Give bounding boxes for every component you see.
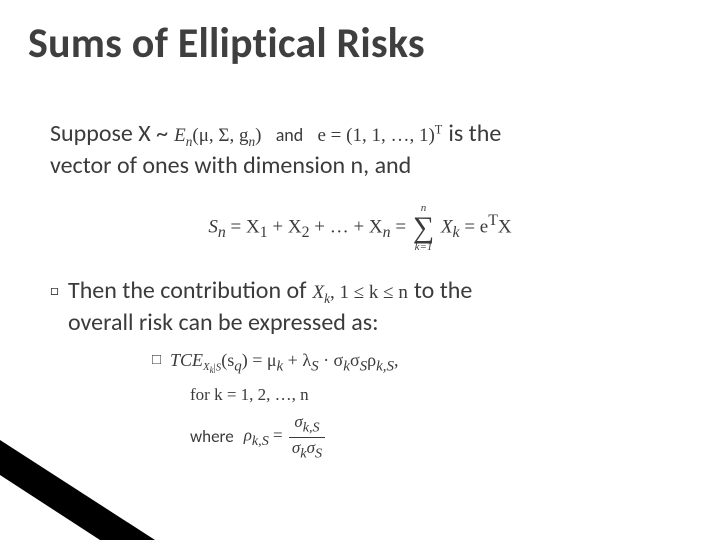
text-line2b: overall risk can be expressed as: — [68, 307, 670, 339]
expr-xk-range: Xk, 1 ≤ k ≤ n — [312, 280, 407, 306]
equation-sum-definition: Sn = X1 + X2 + … + Xn = n ∑ k=1 Xk = eTX — [50, 203, 670, 253]
paragraph-suppose: Suppose X ~ En(μ, Σ, gn) and e = (1, 1, … — [50, 118, 670, 183]
expr-distribution: En(μ, Σ, gn) and e = (1, 1, …, 1)T — [174, 123, 442, 149]
text-lead2: Then the contribution of — [68, 275, 306, 307]
bullet-icon: □ — [152, 350, 161, 370]
slide: Sums of Elliptical Risks Suppose X ~ En(… — [0, 0, 720, 540]
bullet-icon: □ — [50, 275, 68, 340]
equation-where-rho: where ρk,S = σk,S σkσS — [190, 413, 670, 461]
equation-tce: □ TCEXk|S(sq) = μk + λS · σkσSρk,S, — [170, 348, 670, 377]
sigma-sum-icon: n ∑ k=1 — [413, 203, 434, 253]
text-trail2: to the — [414, 275, 472, 307]
text-lead: Suppose X ~ — [50, 118, 168, 150]
slide-body: Suppose X ~ En(μ, Σ, gn) and e = (1, 1, … — [50, 118, 670, 461]
text-line2: vector of ones with dimension n, and — [50, 150, 670, 182]
equation-for-k: for k = 1, 2, …, n — [190, 384, 670, 407]
slide-title: Sums of Elliptical Risks — [28, 18, 425, 69]
text-trail: is the — [448, 118, 501, 150]
paragraph-then: □ Then the contribution of Xk, 1 ≤ k ≤ n… — [50, 275, 670, 340]
